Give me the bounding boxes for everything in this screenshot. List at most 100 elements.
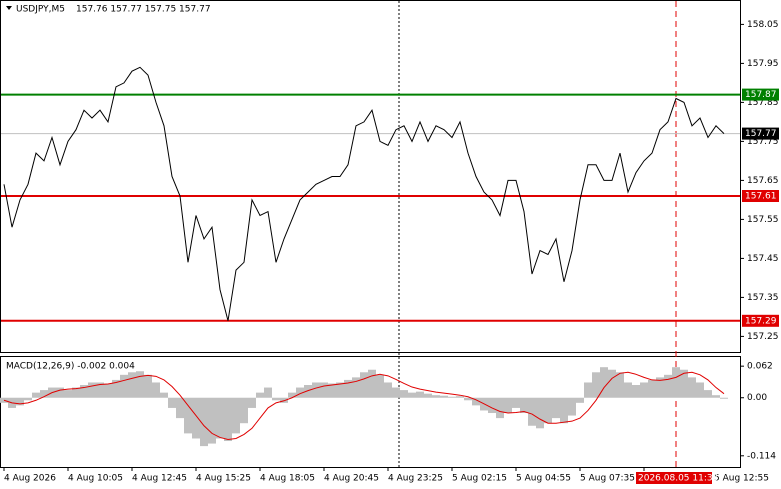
histogram-bar: [264, 387, 272, 398]
histogram-bar: [552, 397, 560, 419]
y-tick-label: 0.00: [747, 393, 767, 403]
histogram-bar: [360, 372, 368, 398]
y-tick-label: 0.062: [747, 362, 773, 372]
histogram-bar: [296, 387, 304, 398]
histogram-bar: [368, 369, 376, 398]
y-tick-label: 158.05: [747, 20, 779, 30]
histogram-bar: [680, 369, 688, 398]
macd-title: MACD(12,26,9) -0.002 0.004: [6, 362, 135, 372]
histogram-bar: [352, 377, 360, 398]
x-tick-label: 4 Aug 23:25: [388, 474, 443, 484]
histogram-bar: [456, 396, 464, 398]
price-frame: [0, 0, 741, 353]
histogram-bar: [432, 395, 440, 398]
level-label: 157.61: [745, 192, 777, 202]
histogram-bar: [128, 372, 136, 398]
histogram-bar: [512, 397, 520, 408]
histogram-bar: [672, 367, 680, 398]
histogram-bar: [248, 397, 256, 408]
histogram-bar: [288, 392, 296, 398]
x-tick-label: 5 Aug 12:55: [714, 474, 769, 484]
x-tick-label: 4 Aug 15:25: [196, 474, 251, 484]
histogram-bar: [200, 397, 208, 447]
histogram-bar: [88, 382, 96, 398]
histogram-bar: [520, 397, 528, 414]
histogram-bar: [688, 377, 696, 398]
histogram-bar: [224, 397, 232, 442]
histogram-bar: [616, 372, 624, 398]
histogram-bar: [304, 385, 312, 398]
histogram-bar: [424, 393, 432, 398]
histogram-bar: [600, 367, 608, 398]
histogram-bar: [256, 392, 264, 398]
histogram-bar: [72, 387, 80, 398]
y-tick-label: 157.75: [747, 137, 779, 147]
histogram-bar: [152, 382, 160, 398]
histogram-bar: [392, 387, 400, 398]
histogram-bar: [664, 374, 672, 398]
histogram-bar: [176, 397, 184, 419]
histogram-bar: [496, 397, 504, 419]
histogram-bar: [408, 392, 416, 398]
histogram-bar: [216, 397, 224, 439]
histogram-bar: [160, 392, 168, 398]
histogram-bar: [384, 382, 392, 398]
histogram-bar: [576, 397, 584, 403]
x-tick-label: 4 Aug 12:45: [132, 474, 187, 484]
histogram-bar: [240, 397, 248, 424]
histogram-bar: [96, 382, 104, 398]
histogram-bar: [560, 397, 568, 424]
histogram-bar: [584, 382, 592, 398]
histogram-bar: [720, 397, 728, 399]
histogram-bar: [192, 397, 200, 439]
macd-frame: [0, 356, 741, 468]
histogram-bar: [712, 395, 720, 398]
histogram-bar: [568, 397, 576, 416]
histogram-bar: [64, 390, 72, 398]
y-tick-label: 157.95: [747, 59, 779, 69]
histogram-bar: [592, 372, 600, 398]
y-tick-label: 157.45: [747, 254, 779, 264]
histogram-bar: [16, 397, 24, 406]
histogram-bar: [376, 374, 384, 398]
histogram-bar: [144, 374, 152, 398]
y-tick-label: 157.65: [747, 176, 779, 186]
histogram-bar: [624, 382, 632, 398]
x-tick-label: 5 Aug 04:55: [516, 474, 571, 484]
histogram-bar: [232, 397, 240, 434]
histogram-bar: [344, 379, 352, 398]
histogram-bar: [416, 391, 424, 398]
histogram-bar: [312, 382, 320, 398]
level-tag: [742, 190, 779, 202]
histogram-bar: [184, 397, 192, 434]
x-tick-label: 4 Aug 18:05: [260, 474, 315, 484]
histogram-bar: [632, 385, 640, 398]
histogram-bar: [104, 383, 112, 398]
histogram-bar: [328, 383, 336, 398]
histogram-bar: [472, 397, 480, 406]
ohlc: 157.76 157.77 157.75 157.77: [76, 5, 211, 15]
histogram-bar: [448, 396, 456, 398]
histogram-bar: [272, 397, 280, 401]
y-tick-label: 157.25: [747, 332, 779, 342]
level-tag: [742, 314, 779, 327]
histogram-bar: [120, 374, 128, 398]
x-tick-label: 5 Aug 02:15: [452, 474, 507, 484]
histogram-bar: [336, 382, 344, 398]
y-tick-label: 157.85: [747, 98, 779, 108]
histogram-bar: [648, 379, 656, 398]
level-tag: [742, 88, 779, 101]
histogram-bar: [704, 390, 712, 398]
histogram-bar: [320, 382, 328, 398]
histogram-bar: [464, 397, 472, 401]
y-tick-label: 157.55: [747, 215, 779, 225]
histogram-bar: [640, 382, 648, 398]
level-label: 157.87: [745, 90, 777, 100]
histogram-bar: [40, 390, 48, 398]
histogram-bar: [112, 379, 120, 398]
histogram-bar: [656, 377, 664, 398]
cursor-tag: [636, 472, 712, 484]
histogram-bar: [32, 392, 40, 398]
histogram-bar: [544, 397, 552, 424]
